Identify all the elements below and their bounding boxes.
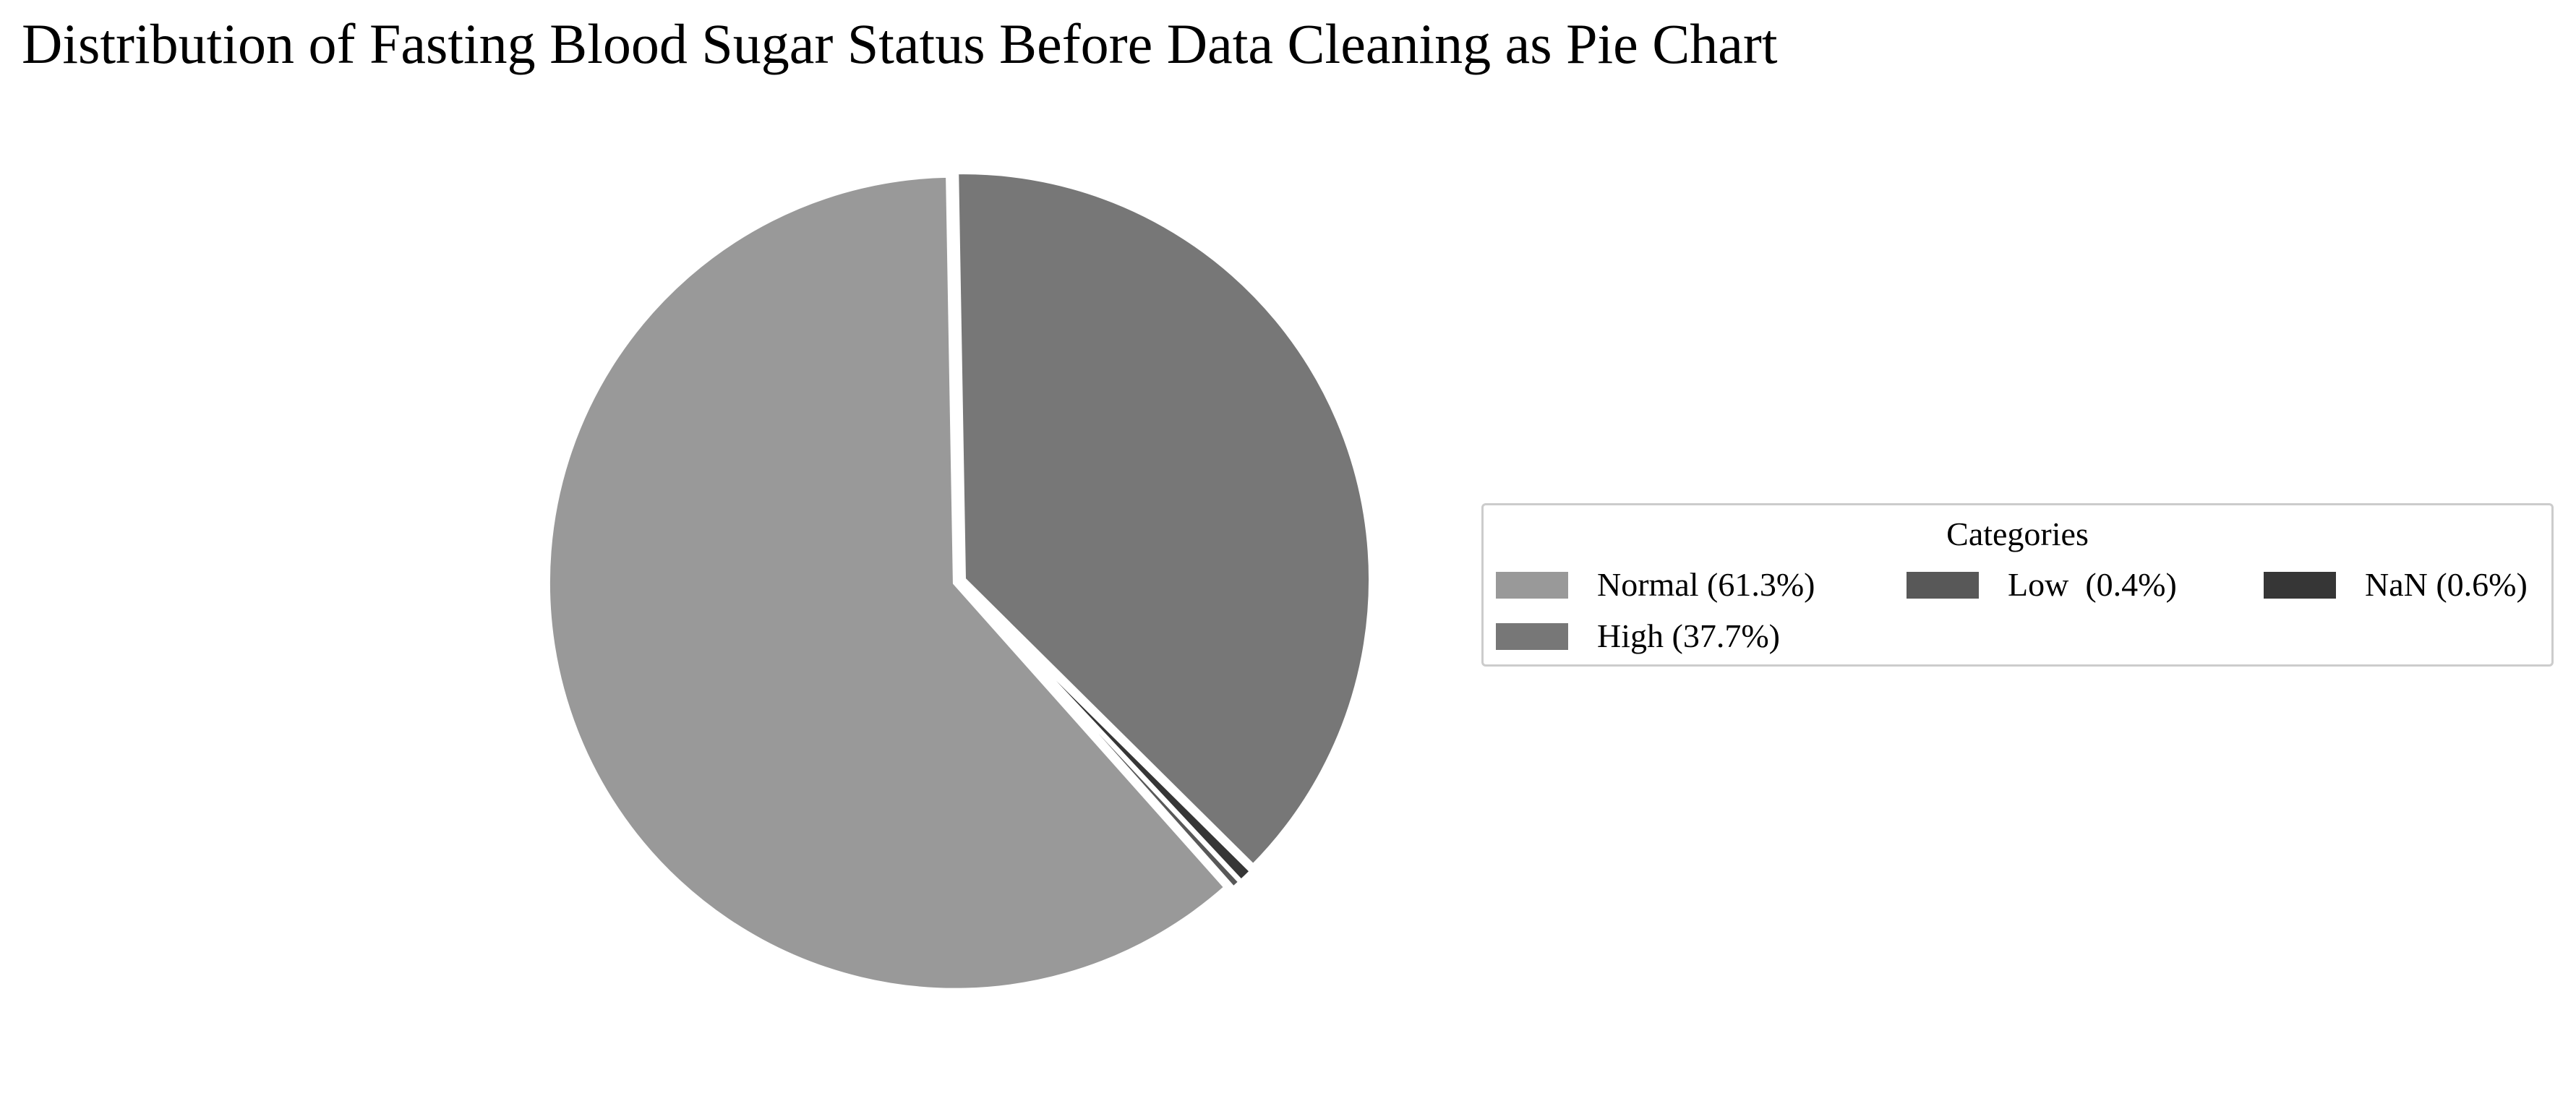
legend-label: Normal (61.3%) (1597, 566, 1815, 603)
legend-entry-normal: Normal (61.3%) (1496, 565, 1815, 605)
legend-swatch (1496, 571, 1568, 599)
pie-slice-high (954, 169, 1374, 870)
legend-entry-low: Low (0.4%) (1907, 565, 2177, 605)
legend-swatch (1496, 622, 1568, 650)
pie-slices (544, 169, 1374, 993)
chart-title: Distribution of Fasting Blood Sugar Stat… (22, 12, 1778, 75)
legend-label: High (37.7%) (1597, 617, 1780, 654)
legend: Categories Normal (61.3%) Low (0.4%) NaN (… (1481, 503, 2554, 667)
pie-slice-normal (544, 172, 1231, 993)
pie-slice-nan (960, 582, 1256, 886)
legend-entry-nan: NaN (0.6%) (2264, 565, 2528, 605)
legend-label: NaN (0.6%) (2365, 566, 2528, 603)
legend-swatch (1907, 571, 1979, 599)
legend-swatch (2264, 571, 2336, 599)
legend-title: Categories (1946, 515, 2089, 552)
legend-entry-high: High (37.7%) (1496, 616, 1780, 656)
legend-label: Low (0.4%) (2008, 566, 2177, 603)
